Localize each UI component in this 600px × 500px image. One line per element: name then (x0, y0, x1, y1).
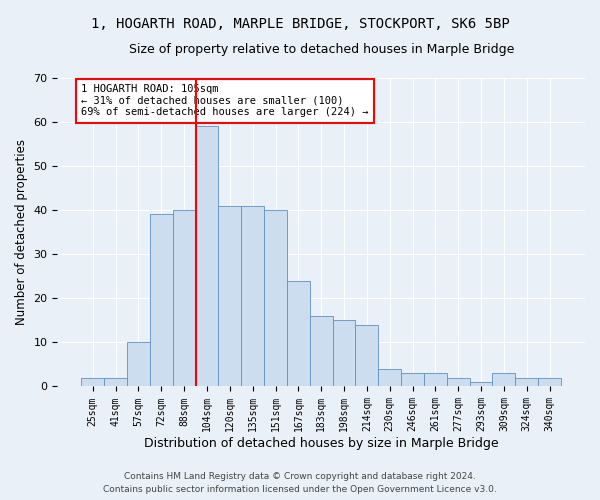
Bar (379, 369, 401, 386)
Bar (515, 378, 538, 386)
Bar (424, 373, 447, 386)
Bar (82, 378, 104, 386)
Bar (470, 382, 493, 386)
Bar (355, 324, 379, 386)
Bar (264, 210, 287, 386)
Bar (173, 210, 196, 386)
Bar (493, 373, 515, 386)
Bar (287, 280, 310, 386)
Bar (127, 342, 150, 386)
Bar (310, 316, 332, 386)
Text: Contains HM Land Registry data © Crown copyright and database right 2024.
Contai: Contains HM Land Registry data © Crown c… (103, 472, 497, 494)
Bar (241, 206, 264, 386)
Bar (196, 126, 218, 386)
Y-axis label: Number of detached properties: Number of detached properties (15, 139, 28, 325)
X-axis label: Distribution of detached houses by size in Marple Bridge: Distribution of detached houses by size … (144, 437, 499, 450)
Title: Size of property relative to detached houses in Marple Bridge: Size of property relative to detached ho… (128, 42, 514, 56)
Bar (447, 378, 470, 386)
Bar (104, 378, 127, 386)
Bar (401, 373, 424, 386)
Text: 1 HOGARTH ROAD: 105sqm
← 31% of detached houses are smaller (100)
69% of semi-de: 1 HOGARTH ROAD: 105sqm ← 31% of detached… (82, 84, 369, 117)
Bar (218, 206, 241, 386)
Bar (538, 378, 561, 386)
Bar (332, 320, 355, 386)
Text: 1, HOGARTH ROAD, MARPLE BRIDGE, STOCKPORT, SK6 5BP: 1, HOGARTH ROAD, MARPLE BRIDGE, STOCKPOR… (91, 18, 509, 32)
Bar (150, 214, 173, 386)
